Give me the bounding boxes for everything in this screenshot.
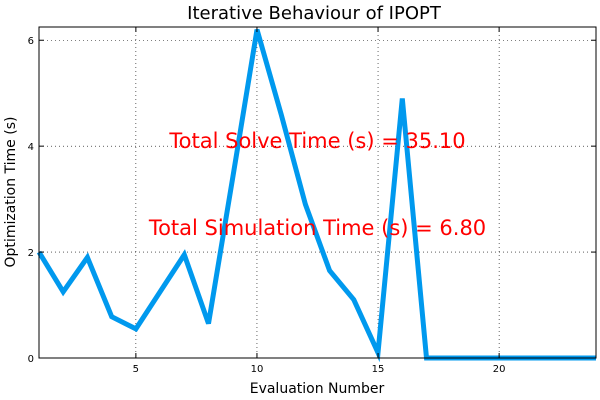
series-layer: [36, 28, 596, 363]
plot-border: [38, 26, 597, 359]
grid: [39, 27, 596, 359]
x-tick-label: 15: [372, 364, 385, 375]
y-tick-label: 6: [28, 36, 34, 47]
annotation-text: Total Simulation Time (s) = 6.80: [148, 216, 486, 240]
plot-frame: [38, 26, 597, 359]
chart-title: Iterative Behaviour of IPOPT: [187, 3, 442, 24]
x-axis-label: Evaluation Number: [250, 381, 385, 397]
y-tick-label: 0: [28, 354, 34, 365]
annotation-text: Total Solve Time (s) = 35.10: [168, 129, 465, 153]
y-tick-label: 4: [28, 142, 34, 153]
series-line: [36, 28, 596, 363]
x-tick-label: 10: [251, 364, 264, 375]
y-tick-label: 2: [28, 248, 34, 259]
x-tick-label: 20: [493, 364, 506, 375]
tick-layer: 5 10 15 20 0 2 4 6: [28, 27, 596, 375]
x-tick-label: 5: [133, 364, 139, 375]
annotation-layer: Total Solve Time (s) = 35.10 Total Simula…: [148, 129, 486, 240]
y-axis-label: Optimization Time (s): [3, 117, 19, 268]
